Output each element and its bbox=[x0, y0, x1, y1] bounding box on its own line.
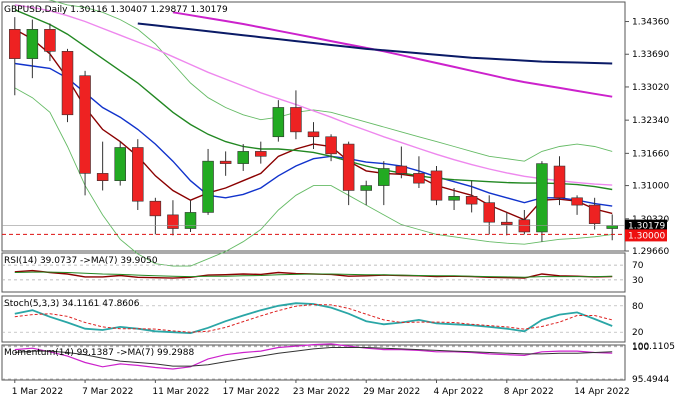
moving-average-line-5 bbox=[172, 11, 613, 98]
date-tick-label: 14 Apr 2022 bbox=[574, 387, 630, 397]
bearish-candle bbox=[167, 214, 179, 229]
moving-average-line-6 bbox=[137, 22, 613, 65]
bullish-candle bbox=[202, 160, 214, 213]
bullish-candle bbox=[606, 225, 618, 229]
bearish-candle bbox=[588, 204, 601, 224]
date-tick-label: 1 Mar 2022 bbox=[12, 387, 63, 397]
bearish-candle bbox=[395, 165, 408, 174]
bearish-candle bbox=[44, 29, 56, 52]
date-tick-label: 11 Mar 2022 bbox=[152, 387, 209, 397]
bearish-candle bbox=[413, 173, 425, 184]
level-price-tag bbox=[625, 229, 667, 242]
momentum-level-label: 100 bbox=[632, 343, 649, 353]
bearish-candle bbox=[79, 75, 91, 174]
bearish-candle bbox=[571, 197, 583, 206]
date-tick-label: 17 Mar 2022 bbox=[223, 387, 280, 397]
bearish-candle bbox=[255, 151, 267, 157]
rsi-level-label: 70 bbox=[632, 261, 644, 271]
rsi-panel-title: RSI(14) 39.0737 ->MA(7) 39.9050 bbox=[4, 256, 158, 266]
momentum-level-label: 100.1105 bbox=[632, 342, 675, 352]
chart-header-title: GBPUSD,Daily 1.30116 1.30407 1.29877 1.3… bbox=[4, 5, 228, 15]
rsi-level-label: 30 bbox=[632, 276, 644, 286]
envelope-band-line-1 bbox=[48, 0, 613, 162]
date-tick-label: 23 Mar 2022 bbox=[293, 387, 350, 397]
bullish-candle bbox=[378, 168, 390, 186]
bullish-candle bbox=[26, 29, 39, 59]
stoch-level-label: 20 bbox=[632, 328, 644, 338]
stoch-panel-title: Stoch(5,3,3) 34.1161 47.8606 bbox=[4, 299, 140, 309]
bullish-candle bbox=[114, 147, 126, 181]
price-tick-label: 1.34360 bbox=[632, 18, 669, 28]
bearish-candle bbox=[483, 202, 495, 223]
bullish-candle bbox=[360, 185, 372, 191]
bearish-candle bbox=[325, 136, 337, 155]
level-price-label: 1.30000 bbox=[628, 231, 665, 241]
stoch-level-label: 80 bbox=[632, 302, 644, 312]
bearish-candle bbox=[61, 51, 74, 116]
moving-average-line-3 bbox=[14, 9, 613, 191]
momentum-level-label: 95.4944 bbox=[632, 375, 669, 385]
date-tick-label: 7 Mar 2022 bbox=[82, 387, 133, 397]
bearish-candle bbox=[219, 160, 232, 164]
bearish-candle bbox=[342, 143, 355, 191]
bearish-candle bbox=[501, 221, 513, 225]
current-price-label: 1.30179 bbox=[628, 222, 665, 232]
bearish-candle bbox=[149, 200, 162, 217]
bearish-candle bbox=[465, 196, 478, 205]
envelope-band-line-2 bbox=[14, 87, 613, 267]
moving-average-line-4 bbox=[14, 4, 613, 186]
bearish-candle bbox=[9, 29, 21, 59]
bullish-candle bbox=[272, 107, 285, 138]
stoch-panel-frame bbox=[1, 295, 626, 343]
price-tick-label: 1.32340 bbox=[632, 116, 669, 126]
stoch-d-line bbox=[14, 303, 613, 333]
price-tick-label: 1.33690 bbox=[632, 50, 669, 60]
bearish-candle bbox=[430, 170, 443, 201]
bearish-candle bbox=[132, 147, 144, 202]
bullish-candle bbox=[184, 212, 197, 229]
price-tick-label: 1.29660 bbox=[632, 247, 669, 257]
momentum-line bbox=[14, 343, 613, 370]
moving-average-line-2 bbox=[14, 62, 613, 207]
main-panel-frame bbox=[1, 1, 626, 252]
bearish-candle bbox=[307, 131, 320, 138]
date-tick-label: 4 Apr 2022 bbox=[434, 387, 484, 397]
price-tick-label: 1.31660 bbox=[632, 149, 669, 159]
price-tick-label: 1.31000 bbox=[632, 182, 669, 192]
price-tick-label: 1.33020 bbox=[632, 83, 669, 93]
bearish-candle bbox=[553, 165, 566, 199]
bearish-candle bbox=[290, 107, 302, 133]
rsi-panel-frame bbox=[1, 252, 626, 293]
bullish-candle bbox=[536, 163, 548, 233]
rsi-ma-line bbox=[14, 271, 613, 278]
momentum-ma-line bbox=[14, 347, 613, 367]
date-tick-label: 29 Mar 2022 bbox=[363, 387, 420, 397]
bullish-candle bbox=[448, 196, 460, 201]
date-tick-label: 8 Apr 2022 bbox=[504, 387, 554, 397]
bearish-candle bbox=[96, 173, 109, 181]
momentum-panel-title: Momentum(14) 99.1387 ->MA(7) 99.2988 bbox=[4, 348, 195, 358]
bullish-candle bbox=[237, 151, 249, 164]
current-price-tag bbox=[625, 219, 667, 232]
